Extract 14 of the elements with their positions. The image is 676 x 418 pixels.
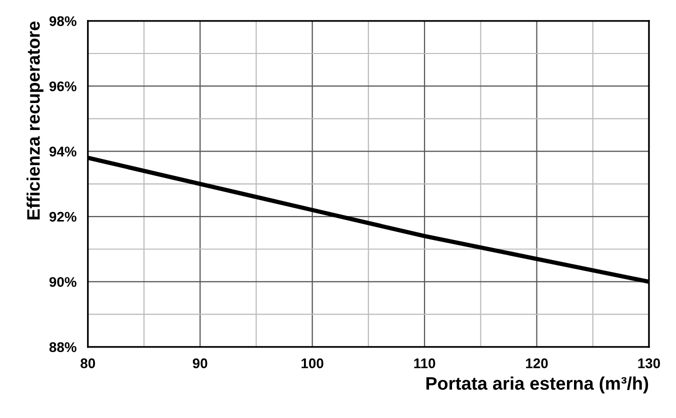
x-tick-label: 80 — [80, 358, 96, 368]
x-tick-label: 90 — [192, 358, 208, 368]
y-tick-label: 98% — [49, 16, 76, 26]
x-tick-label: 110 — [414, 358, 436, 368]
y-axis-title: Efficienza recuperatore — [26, 22, 44, 220]
x-axis-title: Portata aria esterna (m³/h) — [426, 376, 648, 394]
y-tick-label: 94% — [49, 146, 76, 156]
y-tick-label: 90% — [49, 277, 76, 287]
x-tick-label: 120 — [526, 358, 548, 368]
x-tick-label: 100 — [302, 358, 324, 368]
x-tick-label: 130 — [638, 358, 660, 368]
y-tick-label: 96% — [49, 81, 76, 92]
y-tick-label: 88% — [49, 342, 76, 352]
y-tick-label: 92% — [49, 212, 76, 222]
